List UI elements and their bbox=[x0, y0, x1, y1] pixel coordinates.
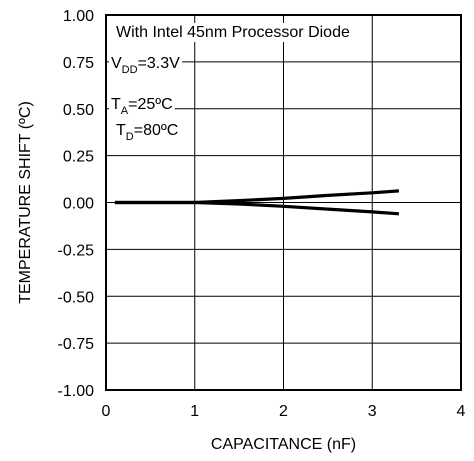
x-tick-label: 0 bbox=[102, 403, 111, 420]
annotation-2: VDD=3.3V bbox=[111, 55, 180, 76]
annotation-background bbox=[114, 121, 181, 144]
y-tick-label: 0.25 bbox=[63, 149, 94, 166]
y-axis-title: TEMPERATURE SHIFT (ºC) bbox=[17, 101, 34, 304]
x-tick-label: 4 bbox=[457, 403, 466, 420]
annotation-1: With Intel 45nm Processor Diode bbox=[116, 24, 350, 41]
series-layer bbox=[114, 189, 400, 216]
y-tick-label: 0.50 bbox=[63, 102, 94, 119]
annotation-layer: With Intel 45nm Processor Diode VDD=3.3V T… bbox=[109, 23, 352, 144]
y-tick-label: 1.00 bbox=[63, 8, 94, 25]
tick-label-layer: 0 1 2 3 4 1.00 0.75 0.50 0.25 0.00 -0.25 -0.50 -0.75… bbox=[58, 8, 466, 420]
series-line-1 bbox=[114, 189, 400, 205]
x-tick-label: 1 bbox=[190, 403, 199, 420]
y-tick-label: -0.25 bbox=[58, 242, 95, 259]
annotation-background bbox=[114, 23, 352, 42]
plot-frame bbox=[105, 14, 462, 391]
series-line-2 bbox=[114, 200, 400, 216]
annotation-background bbox=[109, 95, 175, 118]
x-axis-title: CAPACITANCE (nF) bbox=[211, 436, 356, 453]
y-tick-label: 0.75 bbox=[63, 55, 94, 72]
annotation-background bbox=[109, 54, 183, 77]
y-tick-label: -1.00 bbox=[58, 383, 95, 400]
annotation-3: TA=25ºC bbox=[111, 96, 173, 117]
x-tick-label: 2 bbox=[279, 403, 288, 420]
x-tick-label: 3 bbox=[368, 403, 377, 420]
annotation-4: TD=80ºC bbox=[116, 122, 178, 143]
y-tick-label: 0.00 bbox=[63, 196, 94, 213]
y-tick-label: -0.50 bbox=[58, 289, 95, 306]
y-tick-label: -0.75 bbox=[58, 336, 95, 353]
